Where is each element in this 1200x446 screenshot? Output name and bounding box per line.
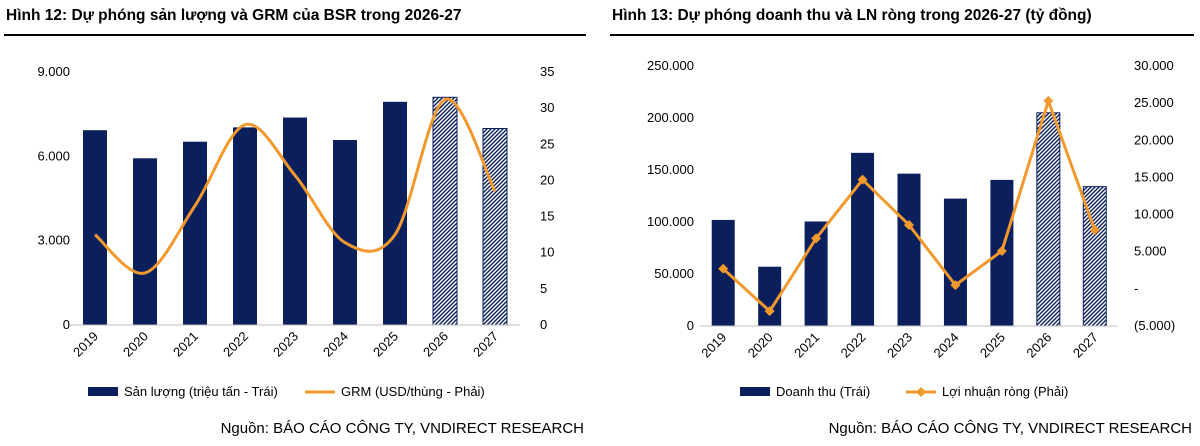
line-marker-2025 [996,245,1007,256]
left-axis-tick-label: 50.000 [654,266,694,281]
right-axis-tick-label: (5.000) [1134,318,1175,333]
source-note: Nguồn: BÁO CÁO CÔNG TY, VNDIRECT RESEARC… [220,420,584,437]
line-marker-2026 [1043,95,1054,106]
left-axis-tick-label: 3.000 [37,233,70,248]
bar-2020 [133,158,157,325]
line-marker-2023 [904,219,914,230]
bar-2027 [482,128,508,326]
x-axis-tick-label: 2026 [420,329,451,360]
bar-2023 [283,117,307,325]
x-axis-tick-label: 2022 [220,329,251,360]
right-axis-tick-label: 10 [540,245,554,260]
bar-2026 [432,96,458,326]
x-axis-tick-label: 2023 [884,330,915,361]
chart-panel-right: Hình 13: Dự phóng doanh thu và LN ròng t… [606,0,1200,446]
chart-title: Hình 12: Dự phóng sản lượng và GRM của B… [6,7,462,24]
left-axis-tick-label: 150.000 [647,162,694,177]
x-axis-tick-label: 2027 [1070,330,1101,361]
left-axis-tick-label: 0 [687,318,694,333]
bar-2024 [333,140,357,325]
x-axis-tick-label: 2021 [791,330,822,361]
bar-2022 [851,152,875,326]
right-axis-tick-label: 30 [540,100,554,115]
x-axis-tick-label: 2025 [370,329,401,360]
x-axis-tick-label: 2020 [120,329,151,360]
x-axis-tick-label: 2024 [931,330,962,361]
bar-2026 [1036,112,1061,327]
bar-2023 [897,173,921,326]
right-axis-tick-label: 10.000 [1134,207,1174,222]
bar-2020 [758,266,782,326]
legend-bar-swatch [88,387,118,396]
right-axis-tick-label: 20 [540,172,554,187]
bar-2024 [943,198,967,326]
title-divider [4,34,586,36]
line-marker-2027 [1089,225,1100,236]
legend-bar-label: Sản lượng (triệu tấn - Trái) [124,384,278,399]
legend-line-label: GRM (USD/thùng - Phải) [341,384,485,399]
right-axis-tick-label: - [1134,281,1138,296]
x-axis-tick-label: 2025 [977,330,1008,361]
right-axis-tick-label: 30.000 [1134,58,1174,73]
legend-line-marker [916,387,926,397]
left-axis-tick-label: 200.000 [647,110,694,125]
right-axis-tick-label: 15 [540,209,554,224]
left-axis-tick-label: 100.000 [647,214,694,229]
x-axis-tick-label: 2019 [70,329,101,360]
left-axis-tick-label: 6.000 [37,148,70,163]
x-axis-tick-label: 2020 [745,330,776,361]
x-axis-tick-label: 2019 [698,330,729,361]
x-axis-tick-label: 2021 [170,329,201,360]
line-marker-2020 [764,306,775,317]
x-axis-tick-label: 2026 [1023,330,1054,361]
bar-2022 [233,127,257,325]
chart-svg-right: 0 50.000 100.000 150.000 200.000 250.000 (5.00… [647,58,1175,399]
title-divider [610,34,1194,36]
x-axis-tick-label: 2022 [838,330,869,361]
chart-panel-left: Hình 12: Dự phóng sản lượng và GRM của B… [0,0,592,446]
legend-line-label: Lợi nhuận ròng (Phải) [942,384,1068,399]
line-marker-2022 [857,174,868,185]
source-note: Nguồn: BÁO CÁO CÔNG TY, VNDIRECT RESEARC… [828,420,1192,437]
bar-2019 [83,130,107,325]
left-axis-tick-label: 9.000 [37,64,70,79]
x-axis-tick-label: 2027 [470,329,501,360]
right-axis-tick-label: 35 [540,64,554,79]
line-marker-2019 [718,263,729,274]
right-axis-tick-label: 25 [540,136,554,151]
x-axis-tick-label: 2023 [270,329,301,360]
bar-2021 [183,141,207,325]
right-axis-tick-label: 5.000 [1134,244,1167,259]
right-axis-tick-label: 15.000 [1134,169,1174,184]
right-axis-tick-label: 25.000 [1134,95,1174,110]
right-axis-tick-label: 0 [540,317,547,332]
left-axis-tick-label: 0 [63,317,70,332]
right-axis-tick-label: 20.000 [1134,132,1174,147]
line-series [93,97,497,275]
x-axis-tick-label: 2024 [320,329,351,360]
legend-bar-label: Doanh thu (Trái) [776,384,870,399]
line-marker-2024 [950,280,961,291]
chart-title: Hình 13: Dự phóng doanh thu và LN ròng t… [612,7,1092,24]
left-axis-tick-label: 250.000 [647,58,694,73]
legend-bar-swatch [740,387,770,396]
right-axis-tick-label: 5 [540,281,547,296]
line-marker-2021 [811,233,822,244]
